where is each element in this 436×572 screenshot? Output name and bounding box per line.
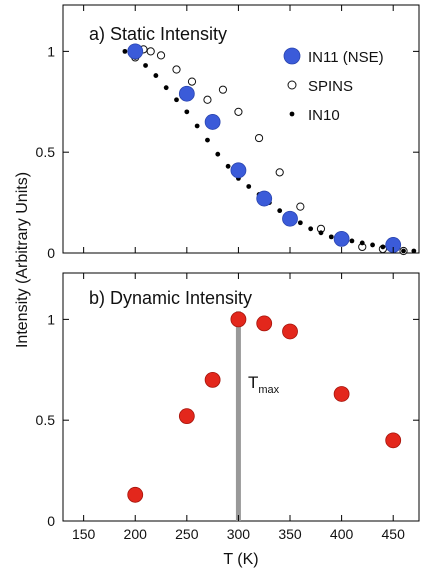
- panel-b-xtick-label: 150: [72, 526, 96, 542]
- legend: IN11 (NSE) SPINS IN10: [283, 47, 384, 124]
- panel-a-point-open-circle: [234, 107, 243, 116]
- panel-a-point-small-dot: [318, 230, 324, 236]
- panel-b-point-large-filled-circle: [204, 371, 221, 388]
- panel-a-point-small-dot: [349, 238, 355, 244]
- panel-b-frame: [62, 272, 420, 522]
- panel-a-point-large-filled-circle: [256, 190, 273, 207]
- panel-b-xtick-label: 300: [227, 526, 251, 542]
- panel-b-xtick-label: 200: [124, 526, 148, 542]
- panel-b-xtick-label: 450: [382, 526, 406, 542]
- panel-a-point-large-filled-circle: [178, 85, 195, 102]
- panel-a-point-small-dot: [215, 151, 221, 157]
- panel-b-ytick-label: 0.5: [36, 412, 56, 428]
- panel-a-point-small-dot: [328, 234, 334, 240]
- panel-b-point-large-filled-circle: [256, 315, 273, 332]
- panel-a-point-open-circle: [146, 47, 155, 56]
- panel-b-xtick-label: 400: [330, 526, 354, 542]
- panel-a-title: a) Static Intensity: [89, 24, 227, 44]
- panel-a-point-small-dot: [184, 109, 190, 115]
- legend-marker-spins: [287, 80, 297, 90]
- panel-a-point-open-circle: [254, 133, 264, 143]
- panel-a-ytick-label: 0.5: [36, 144, 56, 160]
- panel-a-point-large-filled-circle: [230, 162, 247, 179]
- panel-b-xtick-label: 350: [278, 526, 302, 542]
- panel-b-ytick-label: 0: [47, 513, 55, 529]
- panel-a-ytick-label: 1: [47, 43, 55, 59]
- tmax-annotation-main: T: [248, 373, 258, 392]
- panel-a-ytick-label: 0: [47, 245, 55, 261]
- tmax-annotation: Tmax: [248, 373, 280, 396]
- legend-marker-in10: [289, 111, 295, 117]
- panel-a-point-small-dot: [359, 240, 365, 246]
- panel-a-point-open-circle: [156, 51, 166, 60]
- panel-b-point-large-filled-circle: [282, 323, 298, 340]
- panel-b-point-large-filled-circle: [385, 432, 402, 449]
- panel-a-point-open-circle: [275, 168, 284, 177]
- x-axis-label: T (K): [223, 551, 258, 568]
- panel-b-ytick-label: 1: [47, 311, 55, 327]
- panel-a-point-small-dot: [225, 163, 231, 169]
- panel-b-point-large-filled-circle: [230, 311, 247, 328]
- panel-a-point-small-dot: [380, 244, 386, 250]
- panel-b-point-large-filled-circle: [178, 408, 195, 425]
- panel-a-point-small-dot: [143, 63, 148, 68]
- panel-a-point-small-dot: [308, 226, 314, 232]
- panel-a-point-open-circle: [187, 77, 197, 86]
- tmax-annotation-subscript: max: [258, 384, 279, 396]
- panel-a-point-small-dot: [297, 220, 303, 226]
- legend-label-in10: IN10: [308, 107, 340, 124]
- panel-a-point-large-filled-circle: [127, 43, 144, 60]
- panel-a-point-small-dot: [163, 85, 169, 91]
- panel-a-point-small-dot: [411, 248, 417, 254]
- legend-marker-in11: [283, 47, 301, 65]
- panel-a-point-large-filled-circle: [204, 114, 221, 130]
- panel-a-point-small-dot: [277, 208, 283, 214]
- y-axis-label: Intensity (Arbitrary Units): [14, 172, 31, 348]
- legend-label-in11: IN11 (NSE): [308, 49, 384, 66]
- panel-b-point-large-filled-circle: [333, 386, 350, 402]
- panel-a-plot-area: [122, 43, 417, 256]
- panel-a-point-small-dot: [194, 123, 200, 129]
- panel-a-point-small-dot: [370, 242, 375, 248]
- panel-a-point-small-dot: [246, 184, 252, 189]
- panel-b-title: b) Dynamic Intensity: [89, 288, 252, 308]
- panel-a-point-open-circle: [296, 202, 305, 211]
- panel-b-point-large-filled-circle: [127, 486, 144, 503]
- legend-label-spins: SPINS: [308, 78, 353, 95]
- panel-b-plot-area: [127, 311, 402, 521]
- panel-a-point-open-circle: [172, 65, 181, 74]
- panel-a-frame: [62, 4, 420, 254]
- panel-a-point-small-dot: [401, 248, 406, 254]
- panel-a-point-large-filled-circle: [333, 230, 350, 247]
- panel-a-point-open-circle: [218, 85, 228, 94]
- panel-a-point-small-dot: [174, 97, 179, 103]
- panel-a-point-open-circle: [203, 95, 212, 104]
- panel-a-point-small-dot: [153, 73, 159, 78]
- panel-b-xtick-label: 250: [175, 526, 199, 542]
- panel-a-point-small-dot: [205, 137, 210, 143]
- panel-a-point-small-dot: [122, 48, 128, 54]
- tmax-line: [235, 311, 241, 521]
- panel-a-point-large-filled-circle: [282, 210, 298, 227]
